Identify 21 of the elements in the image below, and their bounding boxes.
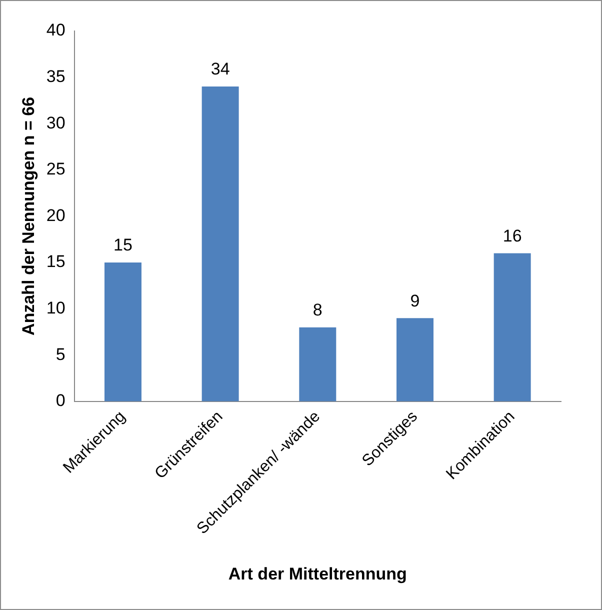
- data-label: 9: [410, 291, 420, 310]
- bar: [104, 262, 142, 402]
- bar: [396, 318, 434, 402]
- y-tick-label: 40: [46, 20, 66, 40]
- bar: [299, 327, 336, 402]
- bar: [202, 86, 239, 402]
- y-tick-label: 20: [46, 206, 66, 225]
- y-tick-label: 25: [46, 160, 66, 179]
- data-label: 34: [210, 60, 230, 79]
- y-tick-label: 30: [46, 113, 66, 132]
- data-label: 16: [502, 226, 522, 246]
- y-tick-label: 0: [56, 391, 66, 410]
- data-label: 15: [114, 236, 132, 255]
- y-tick-label: 15: [46, 252, 66, 272]
- y-tick-label: 5: [56, 344, 66, 364]
- data-label: 8: [312, 300, 322, 320]
- y-tick-label: 35: [46, 66, 66, 86]
- y-axis-title: Anzahl der Nennungen n = 66: [18, 96, 38, 336]
- bar: [494, 253, 531, 402]
- y-tick-label: 10: [46, 298, 66, 318]
- x-axis-title: Art der Mitteltrennung: [228, 564, 407, 584]
